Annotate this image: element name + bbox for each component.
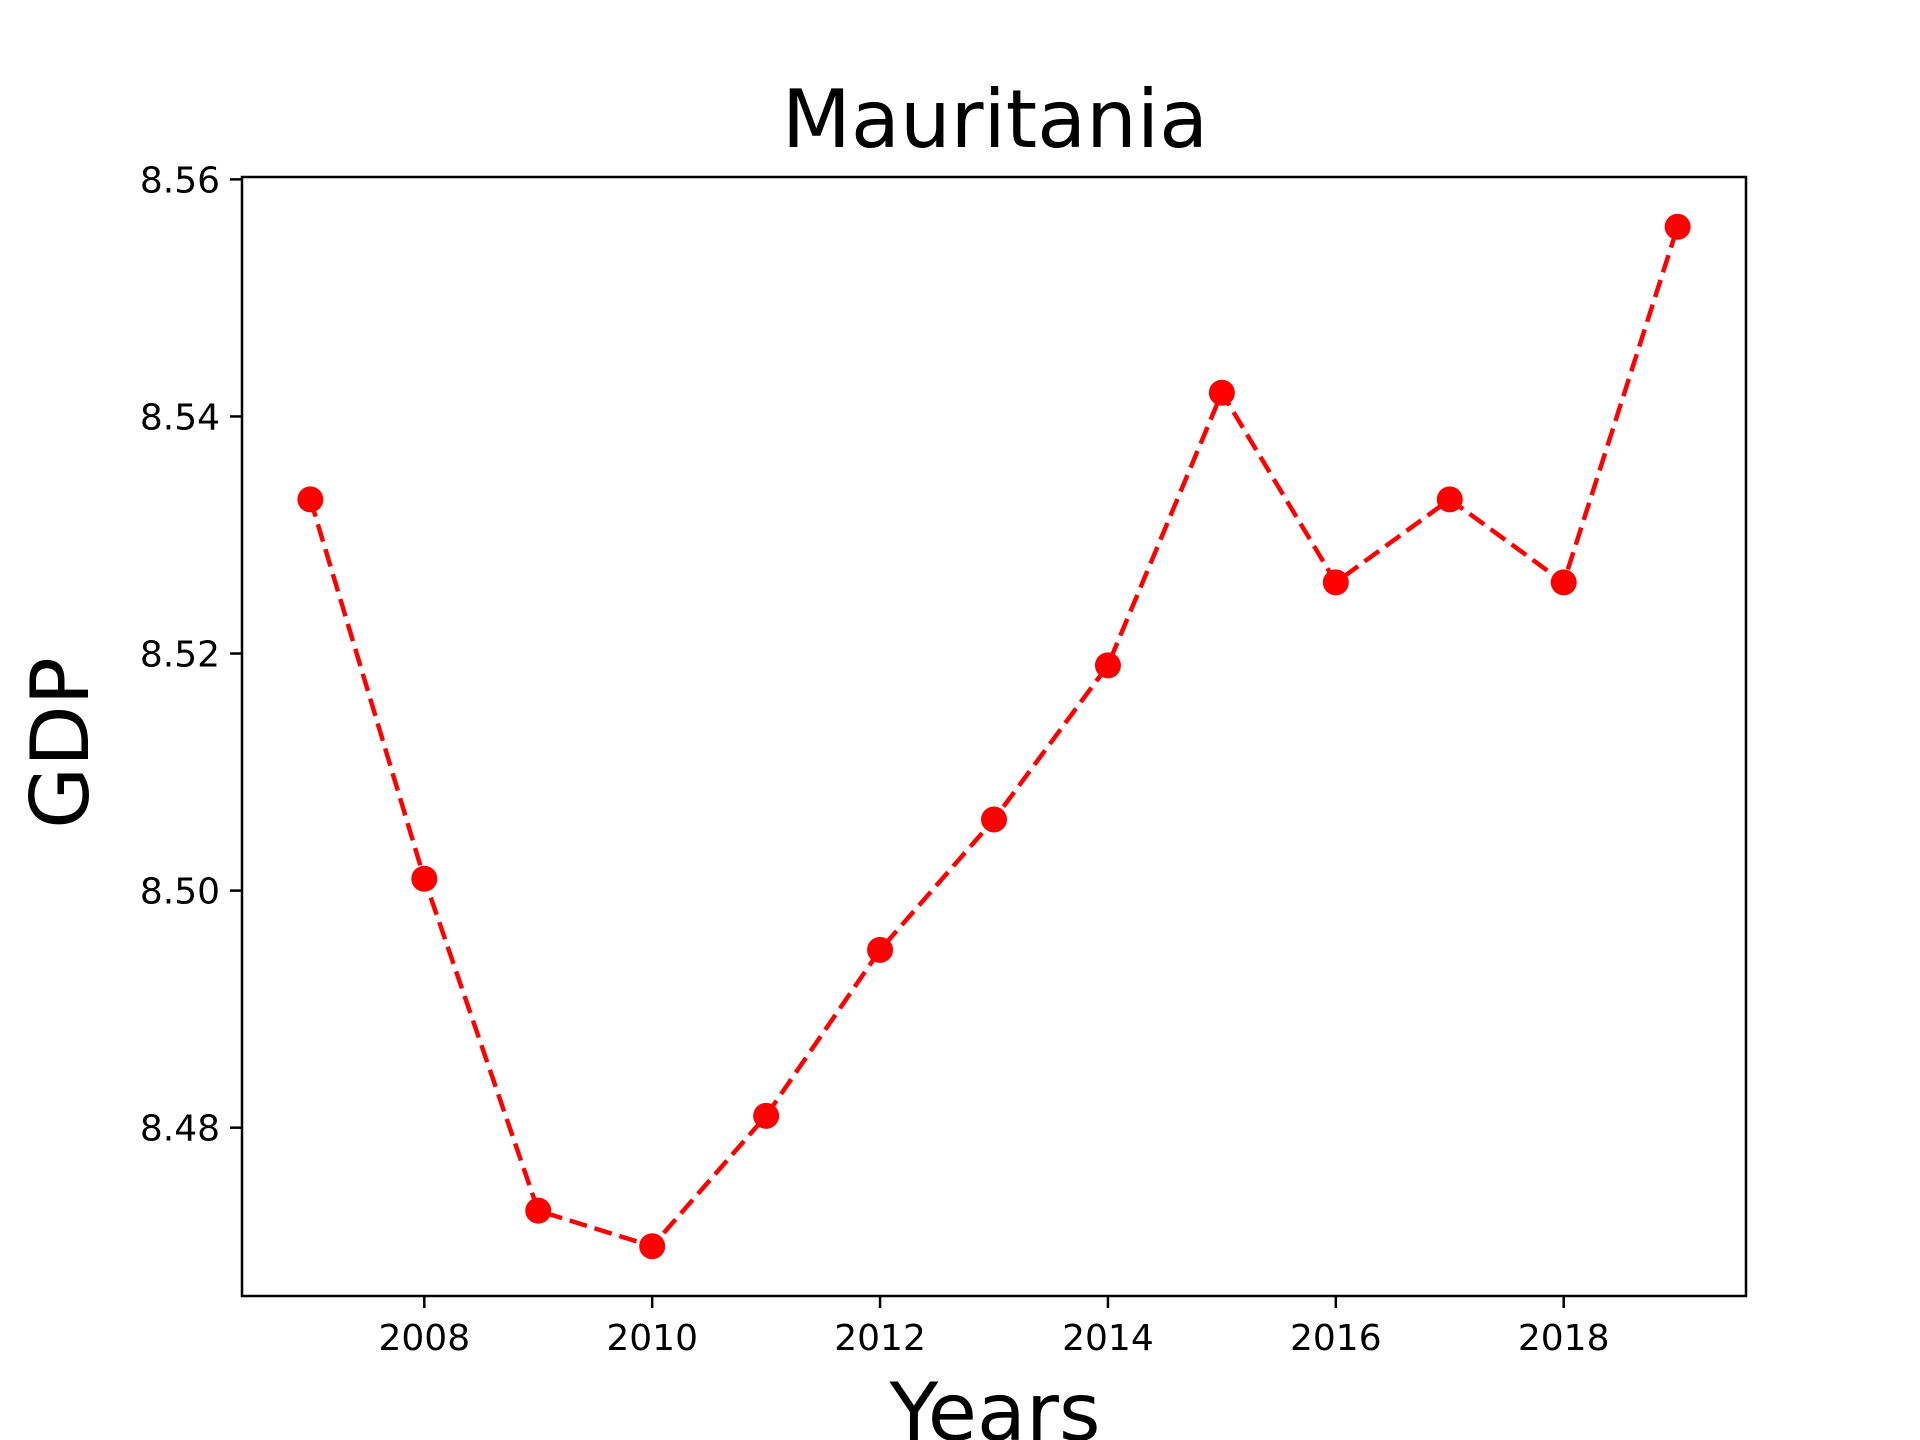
x-tick-label: 2008 xyxy=(378,1318,470,1359)
series-line xyxy=(308,226,1680,1249)
data-point xyxy=(1094,652,1121,679)
x-tick-label: 2016 xyxy=(1290,1318,1382,1359)
plot-frame xyxy=(240,175,1748,1298)
data-point xyxy=(1436,486,1463,513)
data-point xyxy=(1208,379,1235,406)
x-tick-label: 2018 xyxy=(1518,1318,1610,1359)
x-tick-label: 2010 xyxy=(606,1318,698,1359)
y-tick-label: 8.56 xyxy=(140,160,220,201)
data-point xyxy=(981,806,1007,833)
data-point xyxy=(1322,569,1349,596)
chart-title: Mauritania xyxy=(782,73,1208,166)
data-point xyxy=(639,1233,666,1260)
data-point xyxy=(1550,569,1577,596)
y-tick-label: 8.52 xyxy=(140,635,220,676)
data-point xyxy=(1664,213,1691,240)
plot-area: 2008 2010 2012 2014 2016 2018 8.48 8.50 8.52 8.54… xyxy=(140,160,1748,1359)
y-axis-label: GDP xyxy=(14,657,107,829)
data-point xyxy=(297,486,324,513)
y-tick-label: 8.50 xyxy=(140,872,220,913)
x-tick-label: 2012 xyxy=(834,1318,926,1359)
y-tick-label: 8.48 xyxy=(140,1109,220,1150)
data-point xyxy=(411,865,438,892)
x-axis-label: Years xyxy=(888,1366,1100,1440)
data-point xyxy=(867,936,894,963)
data-point xyxy=(753,1102,780,1129)
data-point xyxy=(525,1197,552,1224)
x-tick-label: 2014 xyxy=(1062,1318,1154,1359)
y-tick-label: 8.54 xyxy=(140,397,220,438)
